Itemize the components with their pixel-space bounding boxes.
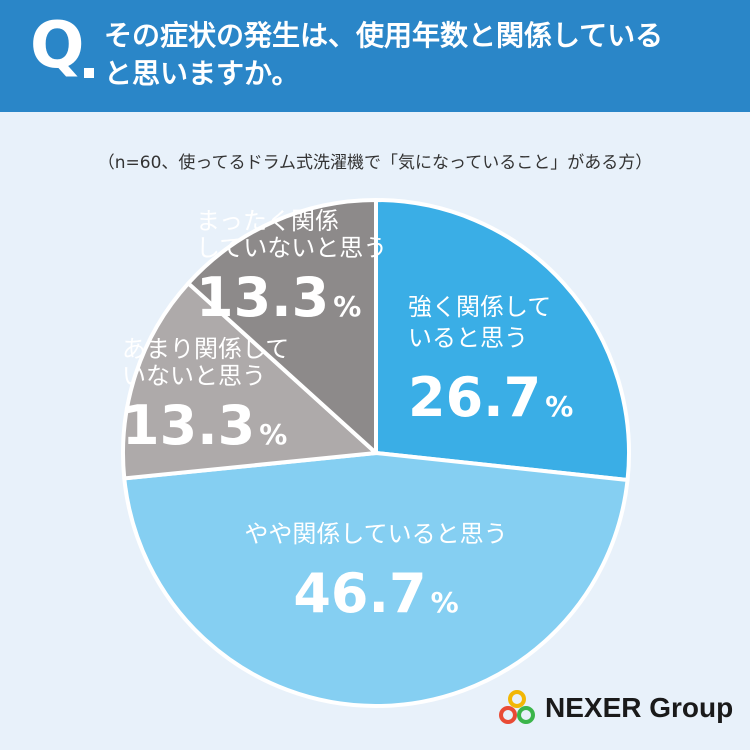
slice-3-label-line-1: あまり関係して [122,335,289,363]
slice-4-label-line-1: まったく関係 [196,207,339,235]
q-dot [84,68,94,78]
question-header: Q その症状の発生は、使用年数と関係している と思いますか。 [0,0,750,112]
chart-subtitle: （n=60、使ってるドラム式洗濯機で「気になっていること」がある方） [97,153,653,173]
slice-4-label-line-2: していないと思う [196,234,387,262]
slice-1-value-label: 26.7% [408,366,573,429]
nexer-logo-text: NEXER Group [545,692,734,723]
question-text-line-2: と思いますか。 [104,57,300,90]
pie-slice-1 [374,198,631,482]
question-text-line-1: その症状の発生は、使用年数と関係している [104,19,664,52]
pie-slice-4 [186,198,378,455]
slice-3-label-line-2: いないと思う [122,362,266,390]
slice-2-value-label: 46.7% [293,562,458,625]
pie-slice-2 [122,451,630,708]
pie-slice-3 [121,281,378,481]
nexer-logo: NEXER Group [497,688,733,728]
slice-3-value-label: 13.3% [122,394,287,457]
slice-4-value-label: 13.3% [196,266,361,329]
q-mark: Q [30,9,85,83]
slice-1-label-line-2: いると思う [408,324,528,352]
nexer-logo-icon [499,690,535,724]
slice-1-label-line-1: 強く関係して [408,293,551,321]
slice-2-label-line-1: やや関係していると思う [244,520,507,548]
